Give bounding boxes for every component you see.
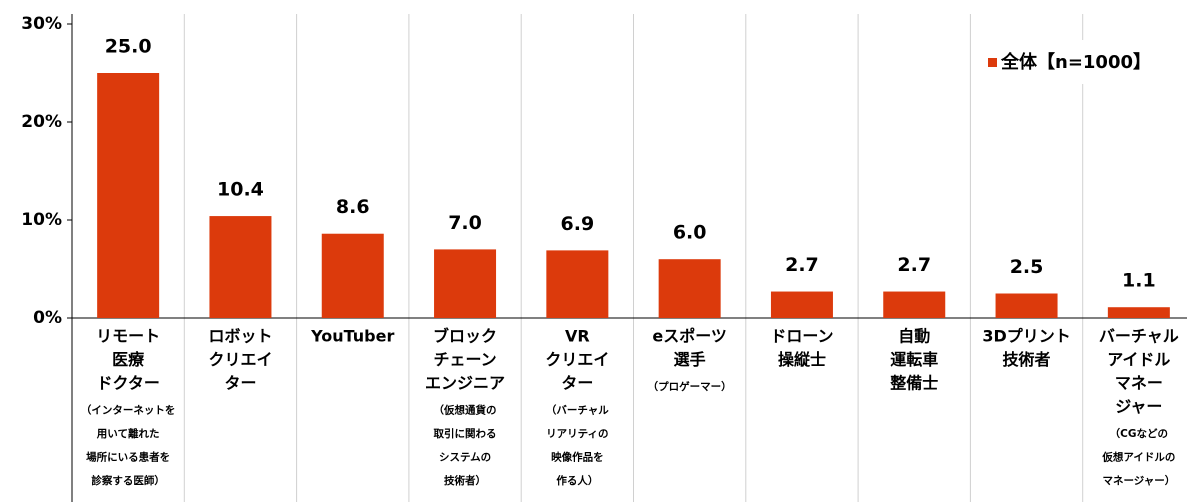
value-label: 6.0 [673, 222, 707, 244]
category-note: システムの [439, 452, 491, 464]
x-tick-label: ジャー [1115, 397, 1162, 416]
legend-swatch [988, 58, 997, 67]
x-tick-label: バーチャル [1099, 327, 1179, 346]
category-note: マネージャー） [1102, 474, 1175, 487]
x-tick-label: マネー [1115, 374, 1163, 393]
value-label: 8.6 [336, 196, 370, 218]
x-tick-label: ター [561, 374, 593, 393]
x-tick-label: ドクター [96, 374, 159, 393]
y-tick-label: 10% [21, 210, 62, 230]
category-note: 作る人） [556, 474, 598, 487]
x-tick-label: 選手 [674, 350, 706, 369]
bar [1107, 307, 1170, 318]
bar [321, 233, 384, 318]
category-note: （プロゲーマー） [648, 380, 732, 393]
x-tick-label: クリエイ [545, 350, 609, 369]
x-tick-label: アイドル [1107, 350, 1170, 369]
x-tick-label: ター [224, 374, 256, 393]
x-tick-label: リモート [96, 327, 160, 346]
bar [883, 291, 946, 318]
x-tick-label: eスポーツ [652, 327, 727, 346]
x-tick-label: チェーン [433, 350, 496, 369]
value-label: 25.0 [105, 36, 152, 58]
y-tick-label: 0% [33, 308, 62, 328]
x-tick-label: エンジニア [425, 374, 505, 393]
x-tick-label: 操縦士 [778, 350, 826, 369]
y-tick-label: 30% [21, 14, 62, 34]
category-note: 仮想アイドルの [1101, 451, 1175, 464]
value-label: 2.7 [897, 254, 931, 276]
value-label: 2.5 [1010, 256, 1044, 278]
x-tick-label: 運転車 [890, 350, 938, 369]
value-label: 7.0 [448, 212, 482, 234]
value-label: 6.9 [561, 213, 595, 235]
category-note: （バーチャル [546, 404, 609, 417]
x-tick-label: 3Dプリント [982, 327, 1070, 346]
category-note: （仮想通貨の [434, 404, 497, 417]
bar [209, 216, 272, 318]
category-note: （CGなどの [1110, 427, 1168, 440]
bar [658, 259, 721, 318]
category-note: リアリティの [546, 428, 608, 440]
x-tick-label: VR [565, 327, 590, 346]
x-tick-label: 自動 [898, 327, 930, 346]
x-tick-label: 医療 [112, 350, 145, 369]
value-label: 1.1 [1122, 270, 1156, 292]
x-tick-label: クリエイ [208, 350, 272, 369]
x-tick-label: YouTuber [310, 327, 394, 346]
x-tick-label: ドローン [770, 327, 833, 346]
category-note: 診察する医師） [91, 474, 165, 487]
value-label: 2.7 [785, 254, 819, 276]
bar [434, 249, 497, 318]
legend-label: 全体【n=1000】 [1000, 51, 1151, 73]
category-note: 用いて離れた [96, 427, 160, 440]
category-note: 取引に関わる [434, 427, 497, 440]
category-note: （インターネットを [81, 404, 176, 417]
bar [995, 293, 1058, 318]
bar [770, 291, 833, 318]
legend-box [972, 40, 1172, 84]
category-note: 場所にいる患者を [86, 451, 170, 464]
category-note: 技術者） [444, 474, 486, 487]
y-tick-label: 20% [21, 112, 62, 132]
x-tick-label: 整備士 [889, 374, 938, 393]
category-note: 映像作品を [551, 451, 604, 464]
x-tick-label: 技術者 [1003, 350, 1051, 369]
bar [97, 73, 160, 318]
value-label: 10.4 [217, 179, 264, 201]
x-tick-label: ブロック [433, 327, 497, 346]
bar [546, 250, 609, 318]
x-tick-label: ロボット [208, 327, 272, 346]
